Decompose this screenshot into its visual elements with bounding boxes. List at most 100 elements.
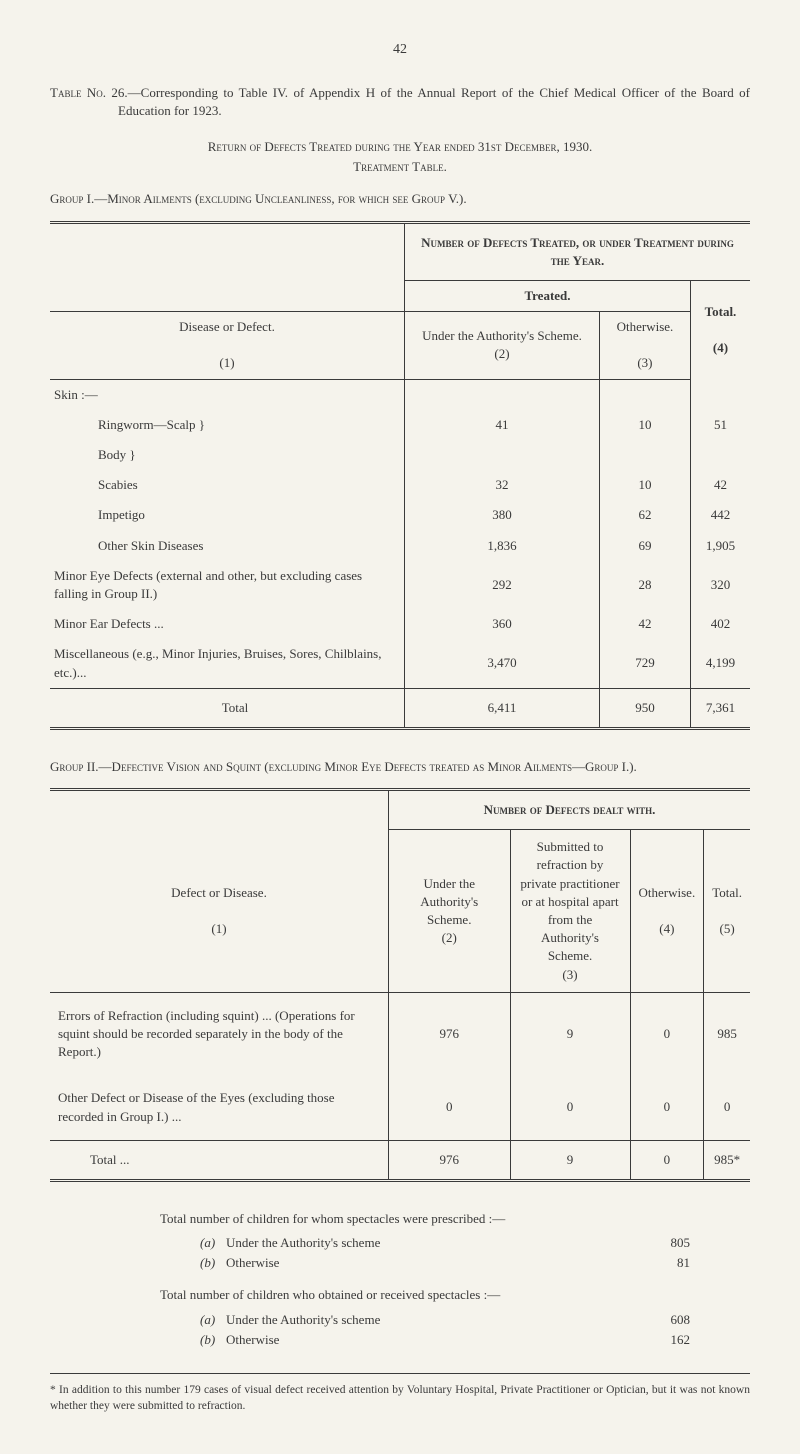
group1-colnum-1: (1) (219, 355, 234, 370)
defect-header-text: Defect or Disease. (171, 885, 267, 900)
table-cell: 42 (599, 609, 690, 639)
spec-value: 805 (630, 1234, 690, 1252)
spec-prescribed-heading: Total number of children for whom specta… (160, 1210, 690, 1228)
group1-total-c3: 950 (599, 688, 690, 728)
table-cell: 69 (599, 531, 690, 561)
disease-header-text: Disease or Defect. (179, 319, 275, 334)
spectacle-section: Total number of children for whom specta… (50, 1210, 750, 1349)
g2c5-text: Total. (712, 885, 742, 900)
group2-defect-header: Defect or Disease. (1) (50, 830, 389, 993)
table-row-label: Minor Eye Defects (external and other, b… (50, 561, 405, 609)
table-label: Table No. 26. (50, 85, 128, 100)
table-cell: 9 (510, 992, 630, 1075)
spec-letter: (b) (200, 1254, 226, 1272)
skin-label: Skin :— (50, 379, 405, 410)
table-cell: 0 (510, 1075, 630, 1140)
table-cell: 10 (599, 470, 690, 500)
group1-col3-header: Otherwise. (3) (599, 312, 690, 380)
spec-received-heading: Total number of children who obtained or… (160, 1286, 690, 1304)
table-cell: 729 (599, 639, 690, 688)
table-cell: 41 (405, 410, 600, 440)
group1-colnum-2: (2) (494, 346, 509, 361)
table-cell: 976 (389, 992, 511, 1075)
table-cell: 402 (690, 609, 750, 639)
group2-heading: Group II.—Defective Vision and Squint (e… (50, 758, 750, 776)
group1-disease-header: Disease or Defect. (1) (50, 312, 405, 380)
table-cell: 380 (405, 500, 600, 530)
group2-total-c4: 0 (630, 1140, 704, 1180)
group2-col3-header: Submitted to refraction by private pract… (510, 830, 630, 993)
spec-value: 608 (630, 1311, 690, 1329)
group1-total-header: Total. (4) (690, 280, 750, 379)
table-cell (405, 440, 600, 470)
spec-text: Under the Authority's scheme (226, 1311, 630, 1329)
group1-colnum-3: (3) (637, 355, 652, 370)
table-cell: 1,905 (690, 531, 750, 561)
spec-value: 162 (630, 1331, 690, 1349)
group2-total-label: Total ... (50, 1140, 389, 1180)
table-cell: 62 (599, 500, 690, 530)
table-cell (599, 440, 690, 470)
group1-col2-header: Under the Authority's Scheme. (2) (405, 312, 600, 380)
group2-total-c2: 976 (389, 1140, 511, 1180)
table-row-label: Scabies (50, 470, 405, 500)
page-number: 42 (50, 40, 750, 60)
group2-total-c5: 985* (704, 1140, 750, 1180)
table-cell: 0 (630, 1075, 704, 1140)
blank-cell (690, 379, 750, 410)
g2c4-text: Otherwise. (639, 885, 696, 900)
group1-heading: Group I.—Minor Ailments (excluding Uncle… (50, 190, 750, 208)
table-cell: 32 (405, 470, 600, 500)
table-row-label: Impetigo (50, 500, 405, 530)
table-title: —Corresponding to Table IV. of Appendix … (118, 85, 750, 118)
group2-col4-header: Otherwise. (4) (630, 830, 704, 993)
table-cell: 3,470 (405, 639, 600, 688)
group1-treated-header: Treated. (405, 280, 691, 311)
spec-text: Under the Authority's scheme (226, 1234, 630, 1252)
spec-letter: (b) (200, 1331, 226, 1349)
return-heading: Return of Defects Treated during the Yea… (50, 138, 750, 156)
table-cell: 28 (599, 561, 690, 609)
group1-colnum-4: (4) (713, 340, 728, 355)
group2-total-c3: 9 (510, 1140, 630, 1180)
treatment-heading: Treatment Table. (50, 158, 750, 176)
group2-colnum-4: (4) (659, 921, 674, 936)
table-description: Table No. 26.—Corresponding to Table IV.… (50, 84, 750, 120)
table-cell: 292 (405, 561, 600, 609)
table-cell: 360 (405, 609, 600, 639)
table-cell: 985 (704, 992, 750, 1075)
group1-total-c4: 7,361 (690, 688, 750, 728)
group1-total-c2: 6,411 (405, 688, 600, 728)
table-cell: 10 (599, 410, 690, 440)
g2c2-text: Under the Authority's Scheme. (420, 876, 478, 927)
spec-letter: (a) (200, 1311, 226, 1329)
table-cell: 442 (690, 500, 750, 530)
table-row-label: Miscellaneous (e.g., Minor Injuries, Bru… (50, 639, 405, 688)
blank-cell (405, 379, 600, 410)
group2-super-header: Number of Defects dealt with. (389, 790, 751, 830)
spec-text: Otherwise (226, 1254, 630, 1272)
group2-colnum-5: (5) (720, 921, 735, 936)
group2-col2-header: Under the Authority's Scheme. (2) (389, 830, 511, 993)
group2-colnum-1: (1) (211, 921, 226, 936)
table-cell (690, 440, 750, 470)
group2-col5-header: Total. (5) (704, 830, 750, 993)
spec-letter: (a) (200, 1234, 226, 1252)
table-cell: 1,836 (405, 531, 600, 561)
group2-colnum-2: (2) (442, 930, 457, 945)
table-cell: 0 (389, 1075, 511, 1140)
table-cell: 0 (630, 992, 704, 1075)
table-row-label: Other Defect or Disease of the Eyes (exc… (50, 1075, 389, 1140)
table-cell: 4,199 (690, 639, 750, 688)
footnote: * In addition to this number 179 cases o… (50, 1373, 750, 1414)
table-row-label: Ringworm—Scalp } (50, 410, 405, 440)
group1-col4-header: Total. (705, 304, 737, 319)
group2-colnum-3: (3) (562, 967, 577, 982)
group1-super-header: Number of Defects Treated, or under Trea… (405, 222, 750, 280)
col2-header-text: Under the Authority's Scheme. (422, 328, 582, 343)
spec-text: Otherwise (226, 1331, 630, 1349)
table-cell: 42 (690, 470, 750, 500)
table-cell: 51 (690, 410, 750, 440)
table-row-label: Other Skin Diseases (50, 531, 405, 561)
blank-cell (599, 379, 690, 410)
